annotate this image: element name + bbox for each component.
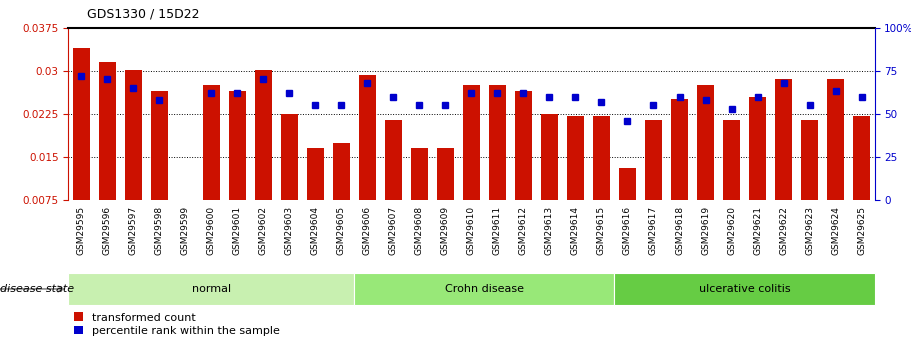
Bar [359, 75, 376, 200]
Text: GDS1330 / 15D22: GDS1330 / 15D22 [87, 8, 199, 21]
Bar [125, 70, 142, 200]
Bar [151, 91, 168, 200]
Bar [229, 91, 246, 200]
Legend: transformed count, percentile rank within the sample: transformed count, percentile rank withi… [74, 313, 280, 336]
Bar [541, 114, 558, 200]
Bar [385, 120, 402, 200]
Bar [437, 148, 454, 200]
Bar [801, 120, 818, 200]
Bar [333, 142, 350, 200]
Bar [73, 48, 90, 200]
Text: ulcerative colitis: ulcerative colitis [699, 284, 791, 294]
Bar [775, 79, 792, 200]
Bar [723, 120, 740, 200]
Bar [749, 97, 766, 200]
Bar [827, 79, 844, 200]
Bar [645, 120, 662, 200]
Bar [307, 148, 323, 200]
Bar [411, 148, 428, 200]
Bar [203, 85, 220, 200]
FancyBboxPatch shape [354, 273, 615, 305]
Bar [463, 85, 480, 200]
Text: Crohn disease: Crohn disease [445, 284, 524, 294]
Bar [567, 116, 584, 200]
Bar [515, 91, 532, 200]
Text: disease state: disease state [0, 284, 74, 294]
Bar [593, 116, 610, 200]
FancyBboxPatch shape [68, 273, 354, 305]
Bar [489, 85, 506, 200]
FancyBboxPatch shape [615, 273, 875, 305]
Bar [697, 85, 714, 200]
Bar [99, 62, 116, 200]
Bar [281, 114, 298, 200]
Bar [619, 168, 636, 200]
Bar [671, 99, 688, 200]
Bar [255, 70, 271, 200]
Bar [853, 116, 870, 200]
Text: normal: normal [192, 284, 230, 294]
